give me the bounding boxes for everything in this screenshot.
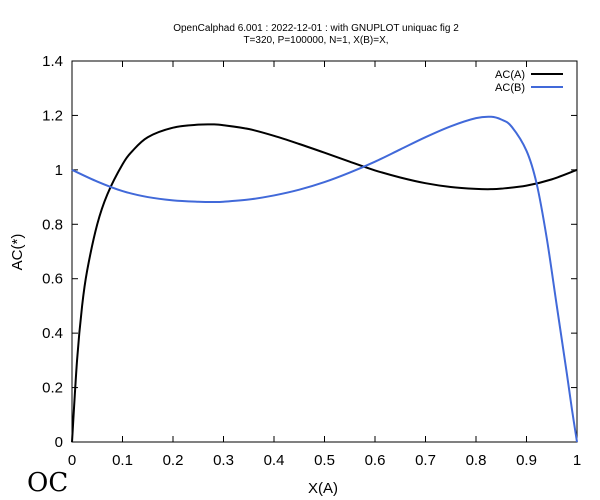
title-line-2: T=320, P=100000, N=1, X(B)=X,: [243, 35, 388, 46]
x-tick-label: 1: [573, 452, 581, 469]
legend: AC(A) AC(B): [495, 69, 563, 94]
x-tick-label: 0.8: [466, 452, 487, 469]
x-tick-label: 0: [68, 452, 76, 469]
x-tick-label: 0.5: [314, 452, 335, 469]
legend-label-ac-b: AC(B): [495, 82, 525, 94]
title-line-1: OpenCalphad 6.001 : 2022-12-01 : with GN…: [173, 23, 459, 34]
series-layer: [71, 115, 578, 443]
y-tick-label: 0.8: [42, 216, 63, 233]
y-tick-label: 0.6: [42, 271, 63, 288]
y-tick-labels: 0 0.2 0.4 0.6 0.8 1 1.2 1.4: [42, 53, 63, 451]
series-line-ac-a: [71, 123, 578, 443]
x-tick-label: 0.7: [415, 452, 436, 469]
x-axis-label: X(A): [308, 480, 338, 497]
chart-title: OpenCalphad 6.001 : 2022-12-01 : with GN…: [173, 23, 459, 46]
series-line-ac-b: [71, 115, 578, 443]
y-tick-label: 0: [55, 434, 63, 451]
x-tick-label: 0.6: [365, 452, 386, 469]
y-tick-label: 0.4: [42, 325, 63, 342]
legend-label-ac-a: AC(A): [495, 69, 525, 81]
y-tick-label: 1.2: [42, 107, 63, 124]
y-axis-label: AC(*): [9, 234, 26, 271]
x-tick-label: 0.3: [213, 452, 234, 469]
y-tick-label: 1.4: [42, 53, 63, 70]
x-tick-label: 0.1: [112, 452, 133, 469]
x-tick-label: 0.2: [163, 452, 184, 469]
plot-frame: [71, 60, 578, 443]
x-tick-label: 0.9: [516, 452, 537, 469]
x-tick-labels: 0 0.1 0.2 0.3 0.4 0.5 0.6 0.7 0.8 0.9 1: [68, 452, 581, 469]
y-tick-label: 1: [55, 162, 63, 179]
opencalphad-logo: OC: [27, 468, 68, 498]
axis-ticks: [71, 60, 578, 443]
y-tick-label: 0.2: [42, 380, 63, 397]
x-tick-label: 0.4: [264, 452, 285, 469]
